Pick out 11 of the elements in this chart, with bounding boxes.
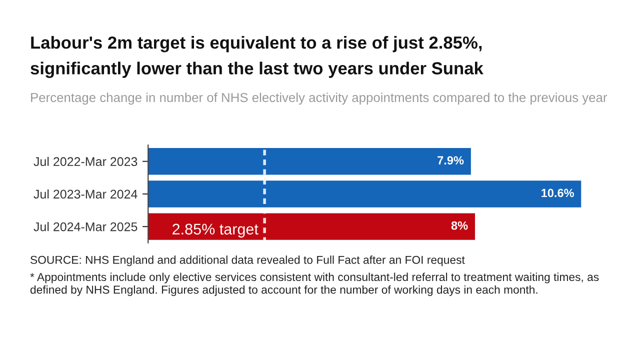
text: * Appointments include only elective services consistent with consultant-led referral to treatment waiting times, as defined by NHS England. Figures adjusted to account for the number of working days in each month. xyxy=(30,272,599,296)
y-tick-label: Jul 2024-Mar 2025 xyxy=(34,222,138,232)
y-tick-label: Jul 2023-Mar 2024 xyxy=(34,189,138,199)
data-label: 8% xyxy=(451,221,468,230)
data-label: 10.6% xyxy=(542,188,574,198)
data-label: 7.9% xyxy=(438,156,464,165)
chart-subtitle: Percentage change in number of NHS electively activity appointments compared to the previous year xyxy=(31,92,608,105)
chart-title: Labour's 2m target is equivalent to a rise of just 2.85%, significantly lower than the last two years under Sunak xyxy=(30,36,484,78)
y-tick-label: Jul 2022-Mar 2023 xyxy=(34,156,138,166)
ref-line-label: 2.85% target xyxy=(172,224,258,238)
source-note: SOURCE: NHS England and additional data revealed to Full Fact after an FOI request xyxy=(30,256,465,266)
